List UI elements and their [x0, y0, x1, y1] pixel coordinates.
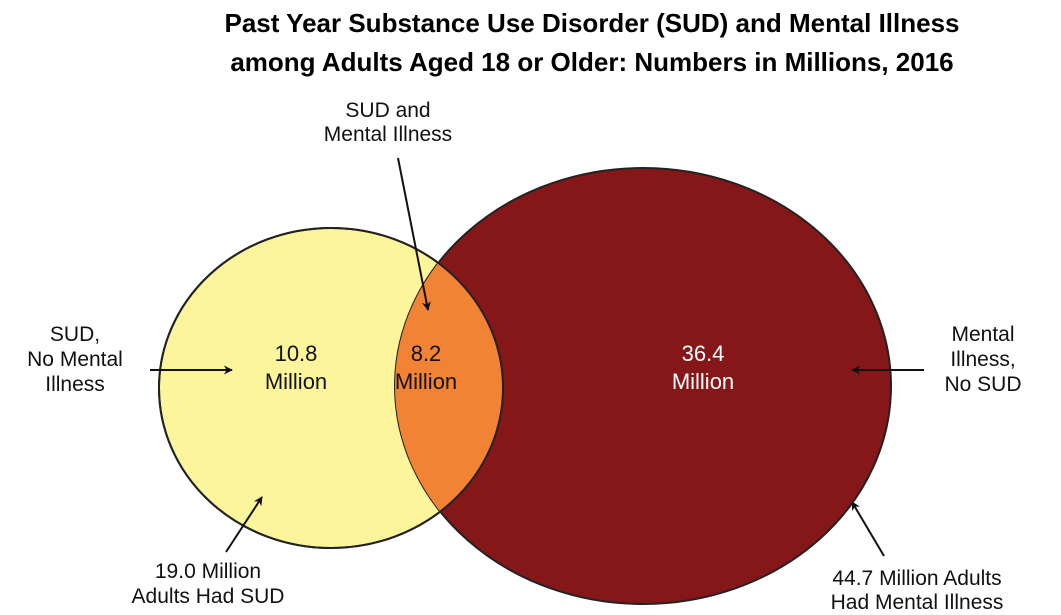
- sud-only-callout-line-1: SUD,: [50, 323, 100, 346]
- overlap-unit: Million: [395, 369, 457, 394]
- mental-total-callout-line-2: Had Mental Illness: [831, 591, 1004, 614]
- sud-total-callout-line-2: Adults Had SUD: [132, 585, 285, 608]
- mental-only-value: 36.4: [682, 341, 725, 366]
- sud-total-callout-line-1: 19.0 Million: [155, 560, 261, 583]
- mental-only-callout-line-1: Mental: [951, 323, 1014, 346]
- mental-only-callout-line-3: No SUD: [944, 373, 1021, 396]
- sud-total-callout-arrow: [225, 496, 263, 553]
- mental-only-unit: Million: [672, 369, 734, 394]
- overlap-callout-arrow: [397, 157, 431, 311]
- diagram-title-line-1: Past Year Substance Use Disorder (SUD) a…: [225, 8, 960, 38]
- sud-circle-outline: [158, 227, 504, 549]
- sud-only-callout-line-3: Illness: [45, 373, 105, 396]
- mental-total-callout-line-1: 44.7 Million Adults: [832, 567, 1001, 590]
- sud-only-value: 10.8: [275, 341, 318, 366]
- mental-only-callout-line-2: Illness,: [950, 348, 1015, 371]
- overlap-value: 8.2: [411, 341, 442, 366]
- sud-only-callout-line-2: No Mental: [27, 348, 123, 371]
- mental-total-callout-arrow: [851, 501, 885, 557]
- overlap-callout-line-1: SUD and: [345, 99, 430, 122]
- sud-only-unit: Million: [265, 369, 327, 394]
- overlap-callout-line-2: Mental Illness: [324, 123, 452, 146]
- diagram-title-line-2: among Adults Aged 18 or Older: Numbers i…: [230, 47, 953, 77]
